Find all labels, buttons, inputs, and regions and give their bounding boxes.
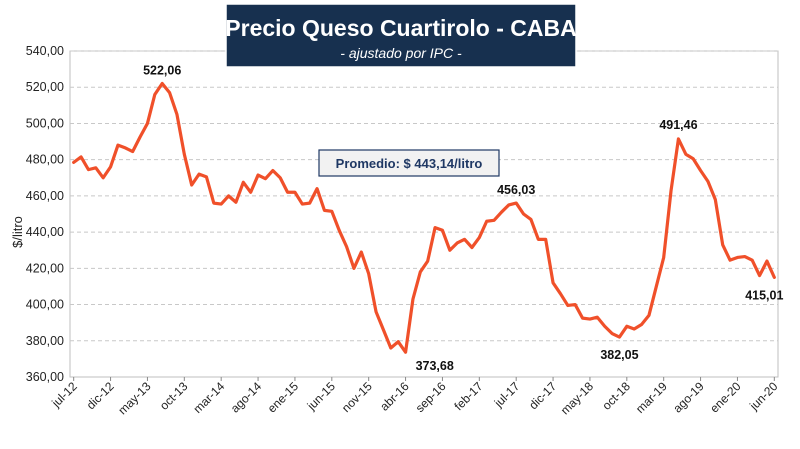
y-tick-label: 380,00 bbox=[26, 334, 64, 348]
chart-subtitle: - ajustado por IPC - bbox=[340, 45, 462, 61]
x-tick-label: ene-15 bbox=[265, 379, 302, 416]
x-tick-label: feb-17 bbox=[451, 379, 485, 413]
y-tick-label: 460,00 bbox=[26, 189, 64, 203]
series-line bbox=[72, 81, 776, 354]
data-label: 415,01 bbox=[745, 288, 783, 302]
y-tick-label: 400,00 bbox=[26, 298, 64, 312]
data-labels: 522,06 373,68 456,03 382,05 491,46 415,01 bbox=[143, 63, 783, 373]
y-tick-label: 540,00 bbox=[26, 44, 64, 58]
x-tick-label: ene-20 bbox=[707, 379, 744, 416]
y-tick-label: 360,00 bbox=[26, 370, 64, 384]
data-label: 491,46 bbox=[659, 118, 697, 132]
plot-area bbox=[69, 50, 779, 378]
average-label: Promedio: $ 443,14/litro bbox=[336, 156, 483, 171]
x-tick-label: abr-16 bbox=[377, 379, 412, 414]
title-box bbox=[225, 3, 577, 68]
title-block: Precio Queso Cuartirolo - CABA - ajustad… bbox=[225, 3, 577, 68]
y-tick-label: 500,00 bbox=[26, 116, 64, 130]
chart-title: Precio Queso Cuartirolo - CABA bbox=[225, 15, 576, 41]
x-tick-label: may-13 bbox=[115, 379, 153, 417]
data-label: 522,06 bbox=[143, 63, 181, 77]
x-tick-label: oct-18 bbox=[599, 379, 633, 413]
y-tick-label: 420,00 bbox=[26, 261, 64, 275]
x-tick-label: mar-14 bbox=[191, 379, 228, 416]
x-tick-label: mar-19 bbox=[633, 379, 670, 416]
x-tick-label: jun-20 bbox=[746, 379, 780, 413]
x-tick-label: jun-15 bbox=[304, 379, 338, 413]
y-axis-ticks: 360,00 380,00 400,00 420,00 440,00 460,00 480,… bbox=[26, 44, 64, 384]
x-tick-label: jul-17 bbox=[491, 379, 523, 411]
average-box bbox=[318, 149, 500, 177]
data-label: 382,05 bbox=[600, 348, 638, 362]
y-tick-label: 440,00 bbox=[26, 225, 64, 239]
x-tick-label: oct-13 bbox=[157, 379, 191, 413]
x-tick-label: dic-17 bbox=[526, 379, 559, 412]
data-label: 456,03 bbox=[497, 183, 535, 197]
x-tick-label: ago-14 bbox=[228, 379, 265, 416]
x-tick-label: dic-12 bbox=[84, 379, 117, 412]
data-label: 373,68 bbox=[416, 359, 454, 373]
average-callout: Promedio: $ 443,14/litro bbox=[318, 149, 500, 177]
x-tick-label: ago-19 bbox=[670, 379, 707, 416]
x-tick-label: may-18 bbox=[558, 379, 596, 417]
x-tick-label: sep-16 bbox=[413, 379, 449, 415]
x-tick-label: nov-15 bbox=[339, 379, 375, 415]
y-axis-label: $/litro bbox=[10, 216, 25, 248]
y-tick-label: 520,00 bbox=[26, 80, 64, 94]
series-layer bbox=[72, 81, 776, 354]
y-tick-label: 480,00 bbox=[26, 153, 64, 167]
